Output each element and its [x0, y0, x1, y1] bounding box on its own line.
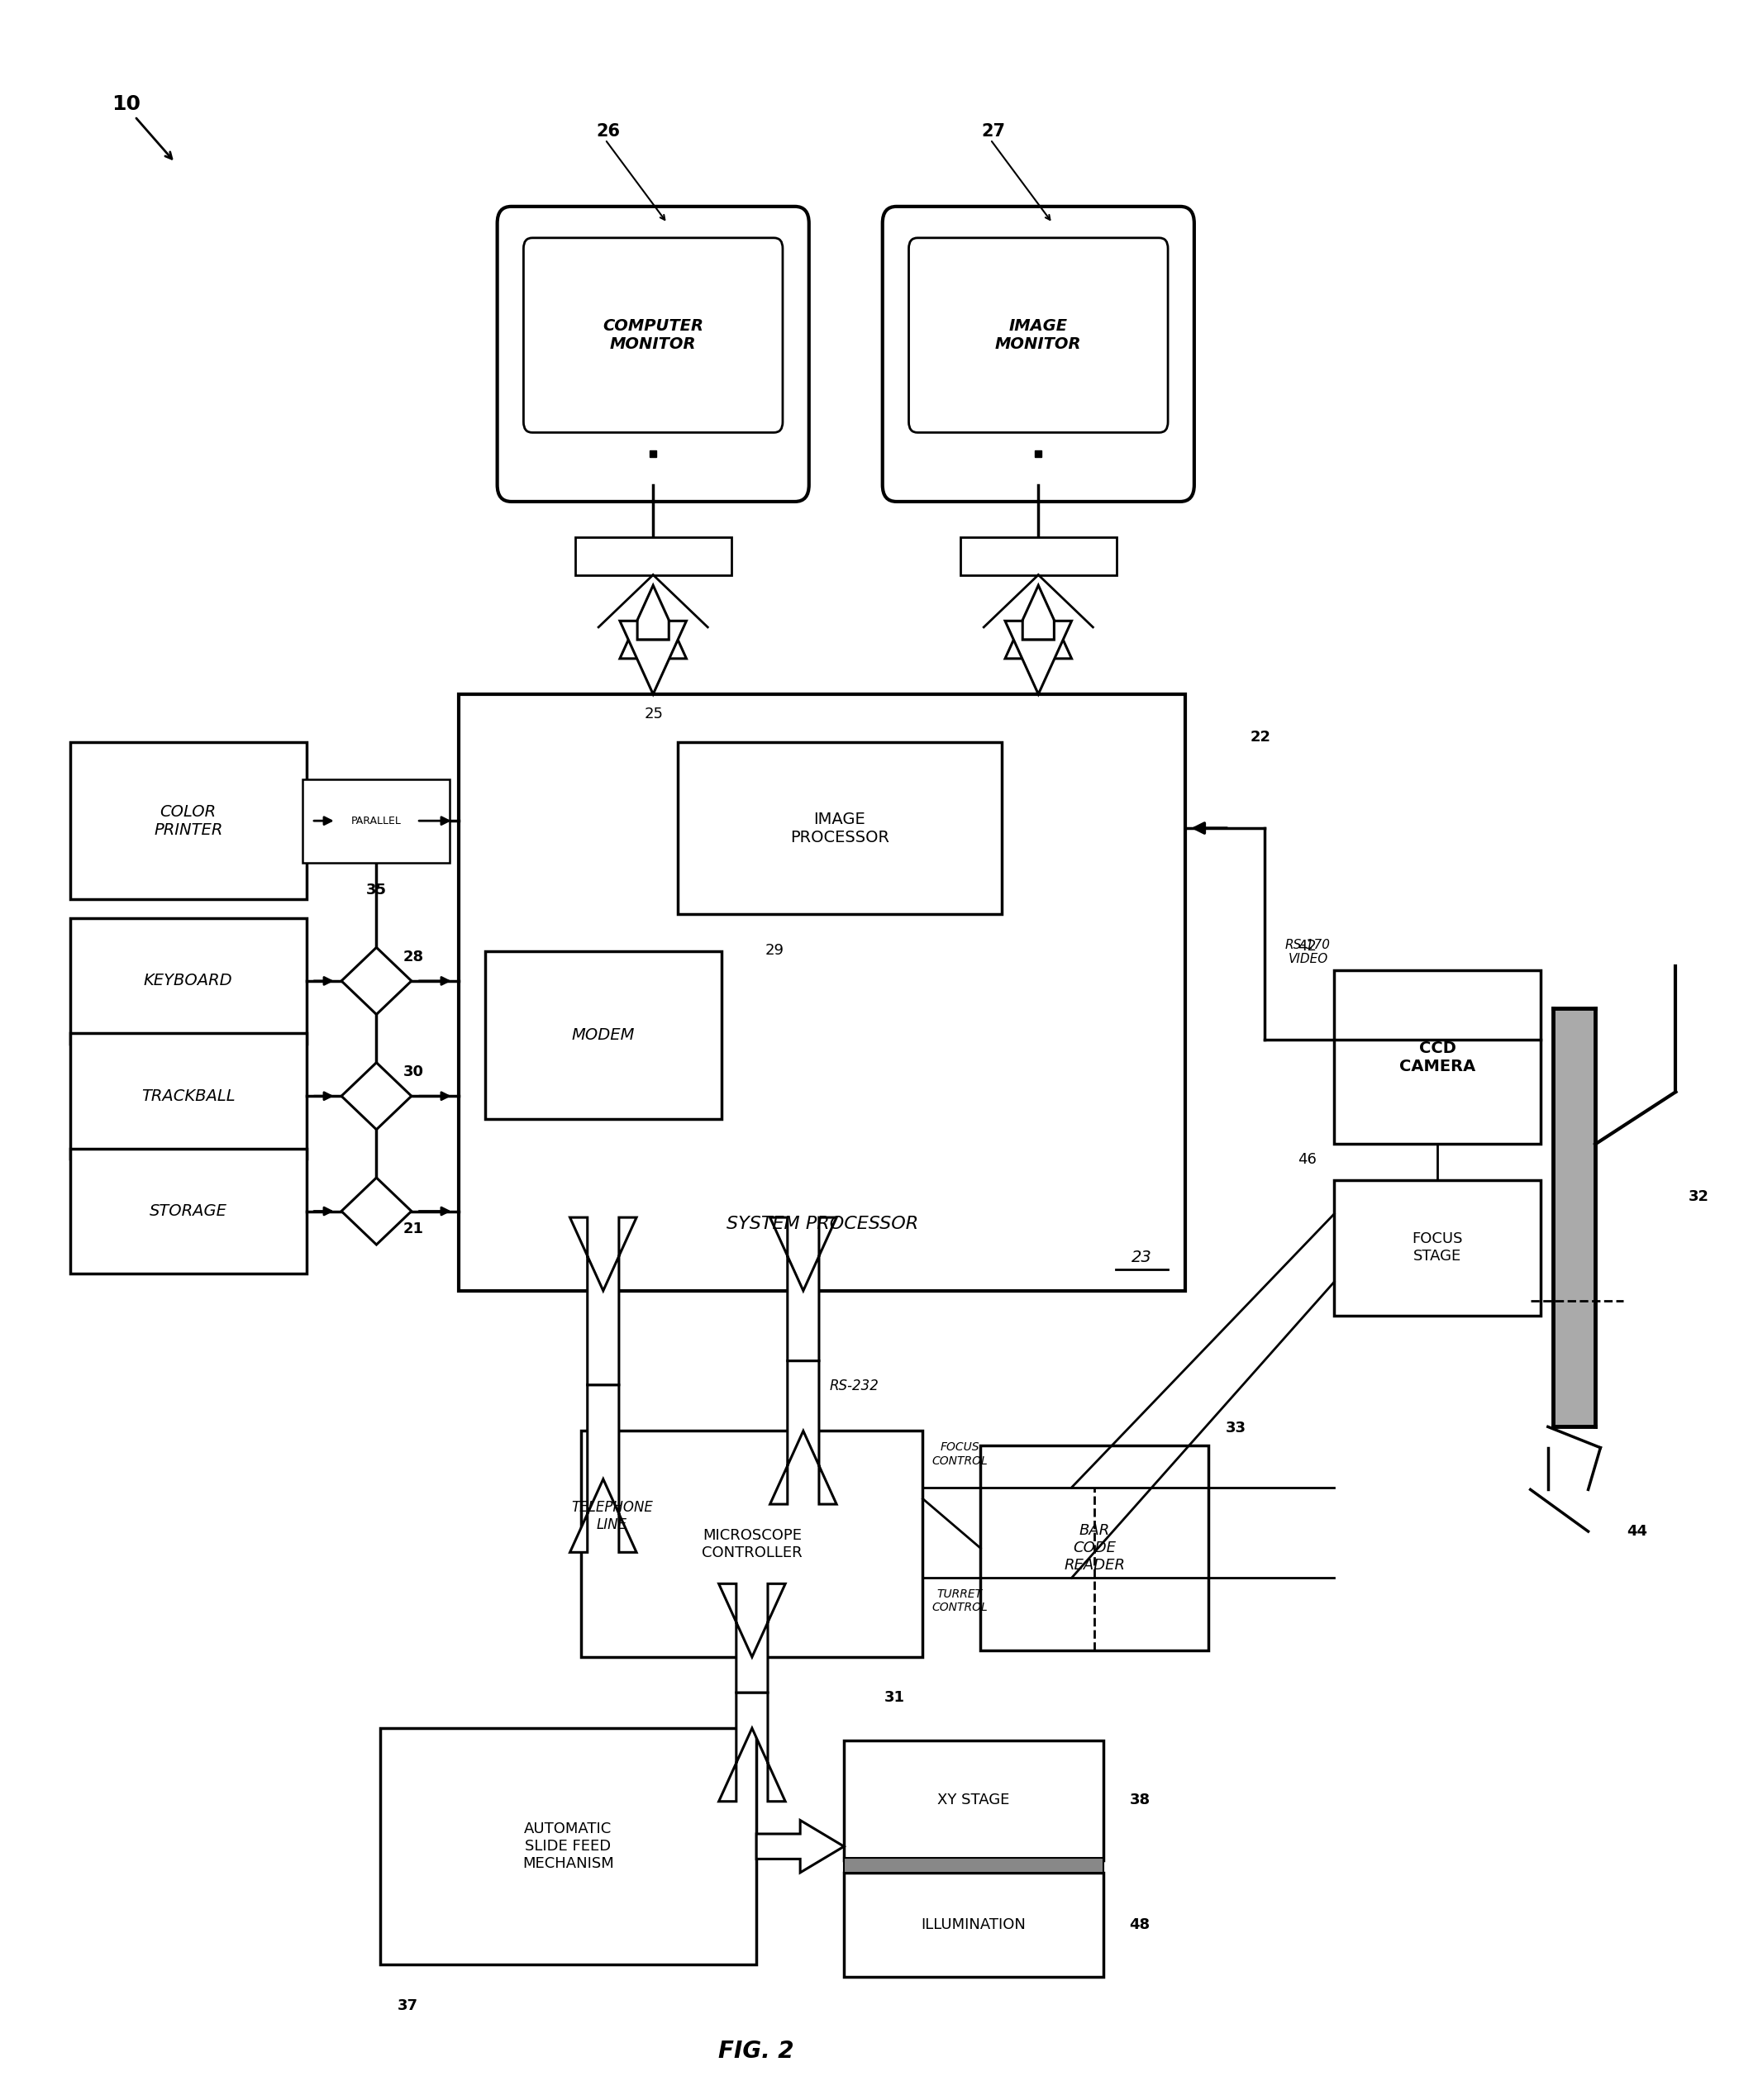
Text: IMAGE
PROCESSOR: IMAGE PROCESSOR	[789, 811, 890, 844]
Bar	[960, 538, 1116, 575]
Text: 22: 22	[1250, 729, 1271, 743]
Bar	[70, 1033, 306, 1159]
Bar	[459, 695, 1185, 1292]
Polygon shape	[719, 1583, 786, 1693]
Text: XY STAGE: XY STAGE	[937, 1793, 1009, 1808]
Bar	[844, 1858, 1102, 1873]
Text: 10: 10	[113, 94, 141, 113]
Text: 26: 26	[596, 124, 621, 139]
FancyBboxPatch shape	[524, 237, 782, 433]
Bar	[70, 918, 306, 1044]
Bar	[380, 1728, 756, 1966]
Bar	[485, 951, 721, 1119]
Text: 42: 42	[1297, 939, 1317, 953]
Text: MICROSCOPE
CONTROLLER: MICROSCOPE CONTROLLER	[701, 1529, 802, 1560]
Text: 46: 46	[1297, 1153, 1317, 1168]
Polygon shape	[341, 947, 411, 1014]
Polygon shape	[621, 622, 686, 695]
Polygon shape	[570, 1384, 636, 1552]
Text: TURRET
CONTROL: TURRET CONTROL	[932, 1588, 988, 1613]
Polygon shape	[1006, 622, 1072, 695]
Text: STORAGE: STORAGE	[149, 1203, 227, 1218]
Text: 31: 31	[884, 1691, 905, 1705]
Polygon shape	[770, 1361, 837, 1504]
Text: KEYBOARD: KEYBOARD	[144, 972, 232, 989]
Text: 29: 29	[765, 943, 784, 958]
Text: 35: 35	[366, 882, 387, 897]
Polygon shape	[770, 1218, 837, 1361]
Bar	[575, 538, 731, 575]
Bar	[70, 741, 306, 899]
Text: CCD
CAMERA: CCD CAMERA	[1399, 1040, 1475, 1075]
Text: BAR
CODE
READER: BAR CODE READER	[1064, 1522, 1125, 1573]
Bar	[1334, 970, 1542, 1144]
FancyBboxPatch shape	[498, 206, 809, 502]
Text: 30: 30	[403, 1065, 424, 1079]
Polygon shape	[621, 586, 686, 659]
Bar	[844, 1741, 1102, 1861]
Text: FIG. 2: FIG. 2	[719, 2039, 795, 2062]
Bar	[582, 1430, 923, 1657]
Polygon shape	[756, 1821, 844, 1873]
Polygon shape	[1006, 586, 1072, 659]
Text: 27: 27	[981, 124, 1006, 139]
Text: RS-170
VIDEO: RS-170 VIDEO	[1285, 939, 1331, 966]
Text: COLOR
PRINTER: COLOR PRINTER	[153, 804, 223, 838]
Text: PARALLEL: PARALLEL	[352, 815, 401, 825]
Text: FOCUS
STAGE: FOCUS STAGE	[1412, 1233, 1463, 1264]
Text: 25: 25	[645, 706, 663, 722]
Bar	[302, 779, 450, 863]
Text: 21: 21	[403, 1222, 424, 1237]
Text: AUTOMATIC
SLIDE FEED
MECHANISM: AUTOMATIC SLIDE FEED MECHANISM	[522, 1823, 614, 1871]
Text: COMPUTER
MONITOR: COMPUTER MONITOR	[603, 319, 703, 353]
Polygon shape	[341, 1063, 411, 1130]
Text: ILLUMINATION: ILLUMINATION	[921, 1917, 1027, 1932]
Text: 38: 38	[1129, 1793, 1150, 1808]
Text: 28: 28	[403, 949, 424, 964]
Polygon shape	[341, 1178, 411, 1245]
Bar	[1552, 1008, 1595, 1426]
Bar	[844, 1873, 1102, 1978]
Text: 37: 37	[397, 1999, 418, 2014]
Text: SYSTEM PROCESSOR: SYSTEM PROCESSOR	[726, 1216, 918, 1233]
Text: RS-232: RS-232	[830, 1378, 879, 1392]
Text: FOCUS
CONTROL: FOCUS CONTROL	[932, 1441, 988, 1466]
Text: 33: 33	[1225, 1420, 1246, 1436]
Text: 23: 23	[1132, 1250, 1151, 1266]
Text: 48: 48	[1129, 1917, 1150, 1932]
Text: 44: 44	[1626, 1525, 1647, 1539]
Bar	[70, 1149, 306, 1275]
Bar	[1334, 1180, 1542, 1317]
Polygon shape	[570, 1218, 636, 1384]
Polygon shape	[719, 1693, 786, 1802]
FancyBboxPatch shape	[909, 237, 1167, 433]
Bar	[677, 741, 1002, 914]
FancyBboxPatch shape	[883, 206, 1194, 502]
Bar	[981, 1445, 1208, 1651]
Text: IMAGE
MONITOR: IMAGE MONITOR	[995, 319, 1081, 353]
Text: TRACKBALL: TRACKBALL	[141, 1088, 236, 1105]
Text: TELEPHONE
LINE: TELEPHONE LINE	[571, 1499, 652, 1533]
Text: 32: 32	[1688, 1189, 1709, 1203]
Text: MODEM: MODEM	[571, 1027, 635, 1044]
